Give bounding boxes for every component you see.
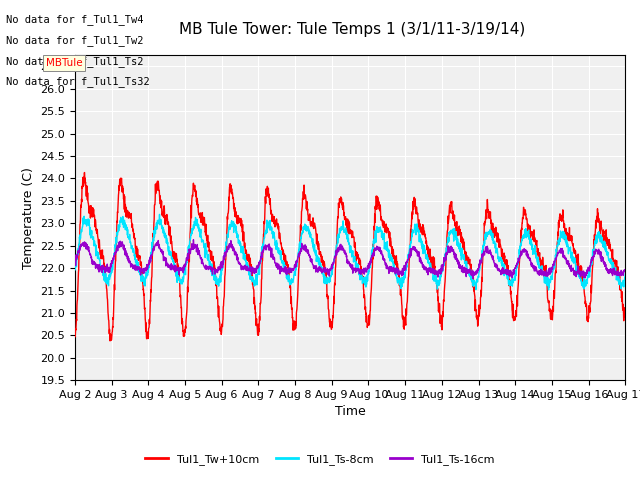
Text: No data for f_Tul1_Tw2: No data for f_Tul1_Tw2 [6, 35, 144, 46]
Text: MB Tule Tower: Tule Temps 1 (3/1/11-3/19/14): MB Tule Tower: Tule Temps 1 (3/1/11-3/19… [179, 22, 525, 36]
X-axis label: Time: Time [335, 406, 365, 419]
Legend: Tul1_Tw+10cm, Tul1_Ts-8cm, Tul1_Ts-16cm: Tul1_Tw+10cm, Tul1_Ts-8cm, Tul1_Ts-16cm [141, 450, 499, 469]
Text: MBTule: MBTule [46, 58, 83, 68]
Y-axis label: Temperature (C): Temperature (C) [22, 167, 35, 269]
Text: No data for f_Tul1_Ts2: No data for f_Tul1_Ts2 [6, 56, 144, 67]
Text: No data for f_Tul1_Ts32: No data for f_Tul1_Ts32 [6, 76, 150, 87]
Text: No data for f_Tul1_Tw4: No data for f_Tul1_Tw4 [6, 14, 144, 25]
